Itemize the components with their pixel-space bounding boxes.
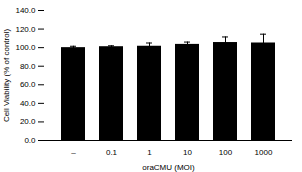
svg-text:120.0: 120.0 [15,25,36,34]
svg-text:–: – [71,148,76,157]
svg-text:Cell Viability (% of control): Cell Viability (% of control) [2,29,11,123]
svg-text:60.0: 60.0 [20,80,36,89]
svg-text:1: 1 [147,148,152,157]
svg-text:80.0: 80.0 [20,62,36,71]
svg-text:100.0: 100.0 [15,43,36,52]
svg-text:140.0: 140.0 [15,6,36,15]
svg-text:1000: 1000 [255,148,273,157]
svg-text:40.0: 40.0 [20,99,36,108]
svg-text:100: 100 [219,148,233,157]
svg-text:20.0: 20.0 [20,117,36,126]
svg-text:10: 10 [183,148,192,157]
svg-text:0.1: 0.1 [106,148,118,157]
svg-text:oraCMU (MOI): oraCMU (MOI) [142,163,195,172]
svg-text:0.0: 0.0 [24,136,36,145]
